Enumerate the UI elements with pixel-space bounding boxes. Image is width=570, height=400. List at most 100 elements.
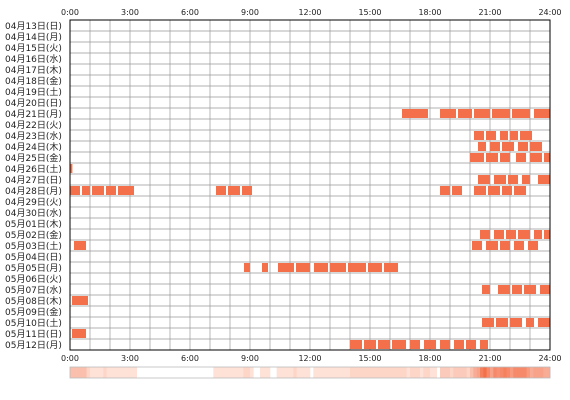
density-bin [126,367,131,378]
plot-frame [69,19,551,351]
activity-segment [516,153,526,162]
activity-segment [474,186,486,195]
density-bin [430,367,434,378]
row-label: 05月07日(水) [5,284,62,296]
density-bin [290,367,294,378]
density-bin [546,367,551,378]
row-label: 04月13日(日) [5,21,62,32]
activity-segment [118,186,134,195]
row-label: 04月19日(土) [5,86,62,98]
x-tick-label-bottom: 18:00 [418,354,441,363]
density-bin [510,367,514,378]
density-bin [506,367,511,378]
activity-segment [500,131,508,140]
density-bin [356,367,361,378]
activity-segment [530,153,542,162]
activity-segment [490,142,500,151]
activity-segment [480,340,488,349]
row-label: 05月01日(木) [5,218,62,230]
density-bin [110,367,114,378]
activity-segment [402,109,428,118]
x-tick-label-bottom: 12:00 [298,354,321,363]
density-bin [526,367,531,378]
activity-segment [424,340,436,349]
activity-segment [470,153,484,162]
density-bin [213,367,217,378]
density-bin [476,367,481,378]
density-bin [280,367,284,378]
row-label: 05月12日(月) [5,340,62,351]
activity-segment [506,230,516,239]
density-bin [416,367,421,378]
activity-segment [526,318,534,327]
activity-segment [262,263,268,272]
activity-segment [314,263,328,272]
x-tick-label-bottom: 3:00 [121,354,139,363]
density-bin [263,367,267,378]
x-tick-label-bottom: 21:00 [478,354,501,363]
density-bin [250,367,254,378]
activity-segment [528,241,538,250]
density-bin [483,367,487,378]
density-bin [373,367,377,378]
activity-segment [296,263,310,272]
activity-segment [496,318,508,327]
activity-segment [512,285,522,294]
density-bin [433,367,437,378]
density-bin [73,367,77,378]
row-label: 05月08日(木) [5,295,62,307]
activity-segment [480,230,490,239]
activity-segment [502,186,512,195]
density-bin [70,367,74,378]
row-label: 05月05日(月) [5,263,62,274]
density-strip [69,366,551,379]
activity-segment [82,186,90,195]
activity-segment [510,318,522,327]
row-label: 05月04日(日) [5,252,62,263]
activity-segment [70,186,80,195]
row-label: 04月28日(月) [5,186,62,197]
row-label: 04月20日(日) [5,98,62,109]
activity-segment [486,241,498,250]
activity-segment [454,340,464,349]
activity-segment [350,340,362,349]
activity-segment [482,318,494,327]
density-bin [516,367,521,378]
density-bin [320,367,324,378]
density-bin [283,367,287,378]
density-bin [86,367,91,378]
row-label: 04月27日(日) [5,175,62,186]
x-tick-label-top: 24:00 [538,8,561,17]
x-tick-label-top: 6:00 [181,8,199,17]
row-label: 04月30日(水) [5,207,62,219]
activity-segment [538,318,550,327]
activity-segment [364,340,376,349]
density-bin [333,367,337,378]
row-label: 04月23日(水) [5,130,62,142]
density-bin [493,367,497,378]
activity-segment [474,109,490,118]
activity-segment [278,263,294,272]
density-bin [90,367,94,378]
density-bin [480,367,484,378]
density-bin [426,367,431,378]
density-bin [240,367,244,378]
density-bin [520,367,524,378]
density-bin [496,367,501,378]
x-tick-label-top: 0:00 [61,8,79,17]
density-bin [486,367,491,378]
activity-segment [494,175,506,184]
density-bin [503,367,507,378]
x-tick-label-bottom: 24:00 [538,354,561,363]
row-label: 04月24日(木) [5,141,62,153]
activity-segment [478,142,486,151]
activity-segment [216,186,226,195]
activity-segment [74,241,86,250]
density-bin [103,367,107,378]
density-bin [313,367,317,378]
row-label: 04月16日(水) [5,53,62,65]
density-bin [440,367,444,378]
row-labels: 04月13日(日)04月14日(月)04月15日(火)04月16日(水)04月1… [5,21,62,351]
row-label: 04月21日(月) [5,109,62,120]
